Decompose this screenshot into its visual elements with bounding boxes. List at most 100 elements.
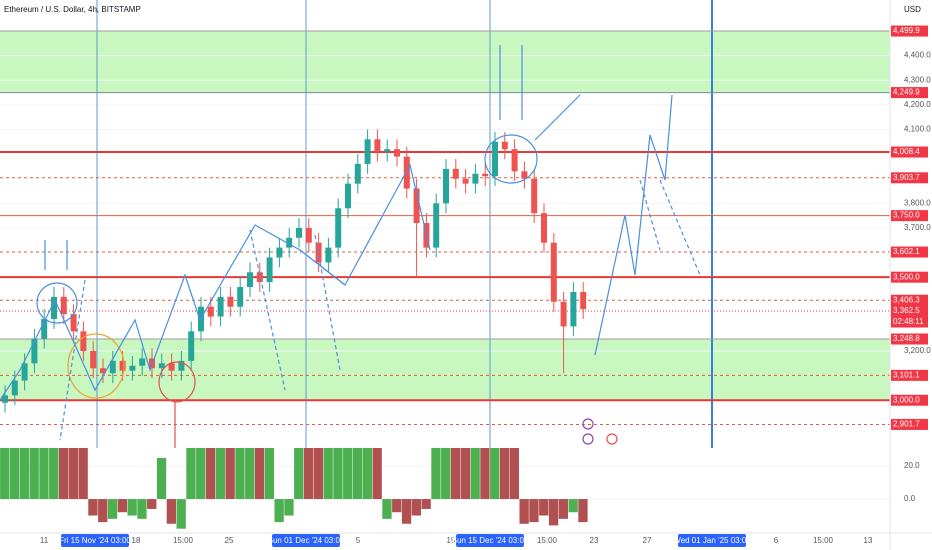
price-label: 3,000.0 xyxy=(893,395,920,404)
x-label-highlight xyxy=(456,534,524,547)
x-tick-label: 15:00 xyxy=(813,536,834,545)
candle-body xyxy=(345,183,351,209)
price-label-box xyxy=(891,87,928,99)
x-tick-label: Sun 15 Dec '24 03:00 xyxy=(452,536,529,545)
candle-body xyxy=(237,287,244,307)
candle-body xyxy=(325,247,332,263)
y-tick-label: 4,200.0 xyxy=(904,100,931,109)
candle-body xyxy=(2,395,8,403)
vertical-lines xyxy=(96,0,713,533)
indicator-bar xyxy=(9,448,20,500)
price-label-box xyxy=(891,146,928,158)
candle-body xyxy=(462,178,469,184)
indicator-bar xyxy=(529,499,539,523)
currency: USD xyxy=(904,5,921,14)
candle-body xyxy=(217,296,224,317)
candle-body xyxy=(109,360,116,374)
x-tick-label: Wed 01 Jan '25 03:00 xyxy=(673,536,751,545)
candle-body xyxy=(492,141,498,177)
indicator-bar xyxy=(333,448,343,500)
candle-body xyxy=(374,139,381,152)
candle-body xyxy=(560,301,567,327)
candle-body xyxy=(550,242,557,302)
y-tick-label: 4,300.0 xyxy=(904,75,931,84)
price-label-box xyxy=(891,305,928,317)
indicator-bar xyxy=(215,448,225,500)
indicator-bar xyxy=(480,448,490,500)
candle-body xyxy=(168,363,175,371)
y-tick-label: 4,100.0 xyxy=(904,125,931,134)
indicator-bar xyxy=(274,499,284,523)
indicator-bar xyxy=(117,499,127,513)
countdown: 02:48:11 xyxy=(893,317,924,326)
candle-body xyxy=(139,358,146,366)
indicator-bar xyxy=(205,448,216,500)
x-tick-label: 11 xyxy=(40,536,49,545)
candle-body xyxy=(227,296,234,307)
indicator-bar xyxy=(401,499,412,524)
indicator-bar xyxy=(68,448,78,500)
candle-body xyxy=(80,331,87,352)
price-label-box xyxy=(891,369,928,381)
x-tick-label: Fri 15 Nov '24 03:00 xyxy=(59,536,131,545)
candle-body xyxy=(247,272,253,288)
indicator-bar xyxy=(166,499,176,524)
x-tick-label: 5 xyxy=(356,536,361,545)
x-tick-label: 13 xyxy=(864,536,873,545)
candle-body xyxy=(21,363,28,381)
indicator-bar xyxy=(490,448,500,500)
candle-body xyxy=(207,306,214,317)
indicator-bar xyxy=(313,448,323,500)
y-tick-label: 3,800.0 xyxy=(904,198,931,207)
indicator-bar xyxy=(196,448,206,500)
candle-body xyxy=(11,380,18,396)
price-label: 3,750.0 xyxy=(893,211,920,220)
indicator-bar xyxy=(372,448,382,500)
indicator-bar xyxy=(294,448,304,500)
candle-body xyxy=(31,338,38,364)
candle-body xyxy=(580,291,587,310)
x-tick-label: 25 xyxy=(225,536,234,545)
indicator-bar xyxy=(392,499,402,513)
y-tick-label: 4,400.0 xyxy=(904,51,931,60)
price-label-box xyxy=(891,210,928,222)
y-tick-label: 3,200.0 xyxy=(904,346,931,355)
price-label-box xyxy=(891,25,928,37)
price-label-box xyxy=(891,394,928,406)
y-tick-label: 3,700.0 xyxy=(904,223,931,232)
x-tick-label: 27 xyxy=(643,536,652,545)
candle-body xyxy=(41,319,48,339)
price-label: 4,499.9 xyxy=(893,26,920,35)
indicator-bar xyxy=(470,448,480,500)
price-label-box xyxy=(891,172,928,184)
candle-body xyxy=(119,360,126,371)
drawings xyxy=(0,45,701,448)
price-label: 3,903.7 xyxy=(893,173,920,182)
indicator-bar xyxy=(147,499,157,509)
indicator-tick-label: 20.0 xyxy=(904,461,920,470)
candle-body xyxy=(296,227,302,238)
indicator-bar xyxy=(29,448,39,500)
indicator-bar xyxy=(509,448,519,500)
candle-body xyxy=(158,363,165,369)
candle-body xyxy=(70,314,77,332)
candle-body xyxy=(472,173,479,184)
indicator-tick-label: 0.0 xyxy=(904,494,916,503)
candle-body xyxy=(413,188,420,224)
indicator-bar xyxy=(519,499,529,524)
indicator-bar xyxy=(176,499,186,529)
x-tick-label: 15:00 xyxy=(173,536,194,545)
x-tick-label: 23 xyxy=(590,536,599,545)
candle-body xyxy=(305,227,312,243)
indicator-bar xyxy=(0,448,10,500)
candle-body xyxy=(570,291,577,327)
price-label-box xyxy=(891,271,928,283)
indicator-bar xyxy=(49,448,59,500)
candle-body xyxy=(403,156,410,189)
candle-body xyxy=(394,149,400,157)
price-label-box xyxy=(891,333,928,345)
candle-body xyxy=(452,168,459,179)
indicator-bar xyxy=(137,499,147,519)
x-tick-label: 6 xyxy=(774,536,779,545)
